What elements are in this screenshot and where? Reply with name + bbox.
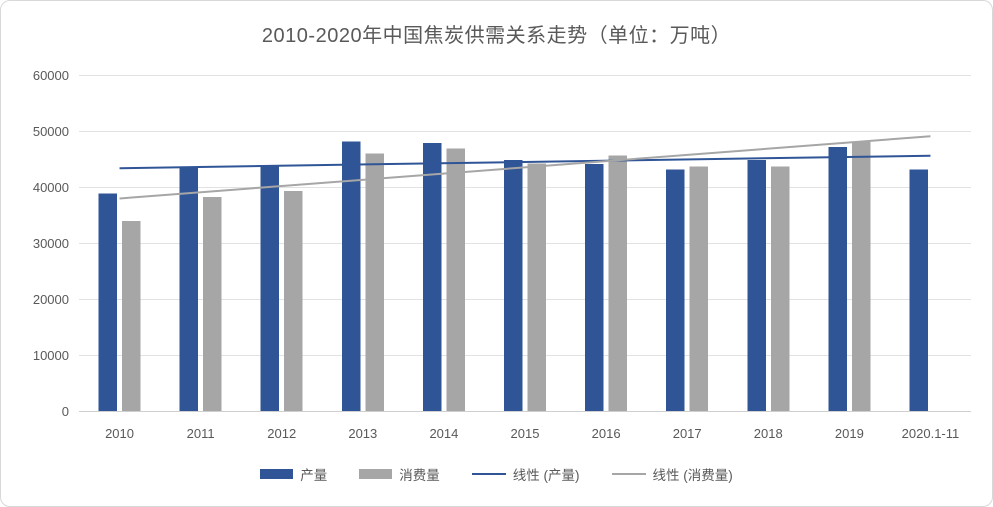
y-axis-tick-label: 0 [62,404,69,419]
legend-label: 线性 (产量) [512,468,580,483]
bar-production [909,169,928,411]
x-axis-category-label: 2010 [105,426,134,441]
bar-consumption [122,221,141,411]
bar-consumption [527,163,546,411]
bar-production [504,160,523,411]
bar-production [422,142,442,411]
x-axis-category-label: 2020.1-11 [902,426,960,441]
bar-production [585,164,604,411]
legend-item-0: 产量 [260,464,327,484]
x-axis-category-label: 2019 [835,426,864,441]
y-axis-tick-label: 40000 [33,180,69,195]
x-axis-category-label: 2015 [511,426,540,441]
bar-consumption [446,148,465,412]
bar-consumption [689,166,709,411]
legend-swatch-icon [260,469,294,479]
x-axis-category-label: 2014 [429,426,458,441]
bar-production [828,147,847,412]
y-axis-tick-label: 20000 [33,292,69,307]
x-axis-category-label: 2018 [754,426,783,441]
y-axis-tick-label: 30000 [33,236,69,251]
legend-line-icon [611,472,646,476]
x-axis-category-label: 2011 [187,426,215,441]
x-axis-category-label: 2012 [267,426,296,441]
legend-item-2: 线性 (产量) [471,464,580,484]
bar-production [341,141,361,411]
bar-consumption [608,155,628,411]
bar-production [98,193,118,411]
x-axis-category-label: 2013 [348,426,377,441]
bar-production [260,166,280,411]
chart-title: 2010-2020年中国焦炭供需关系走势（单位：万吨） [261,25,732,47]
bar-consumption [203,197,222,411]
legend-line-icon [471,472,506,476]
bar-consumption [770,166,790,411]
legend-label: 线性 (消费量) [652,468,733,483]
trendline-consumption [119,135,931,200]
legend-label: 产量 [300,468,328,483]
trendline-production [119,154,931,170]
legend-label: 消费量 [399,468,440,483]
bar-production [747,160,766,411]
legend-swatch-icon [359,469,393,479]
y-axis-tick-label: 10000 [33,348,69,363]
y-axis-tick-label: 50000 [33,124,69,139]
legend: 产量 消费量 线性 (产量) 线性 (消费量) [1,464,992,484]
x-axis-category-label: 2017 [673,426,702,441]
bar-production [179,166,199,411]
bar-consumption [851,142,871,411]
legend-item-3: 线性 (消费量) [611,464,733,484]
bar-consumption [284,190,303,411]
x-axis-category-label: 2016 [592,426,621,441]
y-axis-tick-label: 60000 [33,68,69,83]
plot-area: 0 10000 20000 30000 40000 50000 60000 2010 2011 2… [33,68,971,441]
bar-production [666,169,685,411]
bar-consumption [365,153,384,411]
legend-item-1: 消费量 [359,464,440,484]
